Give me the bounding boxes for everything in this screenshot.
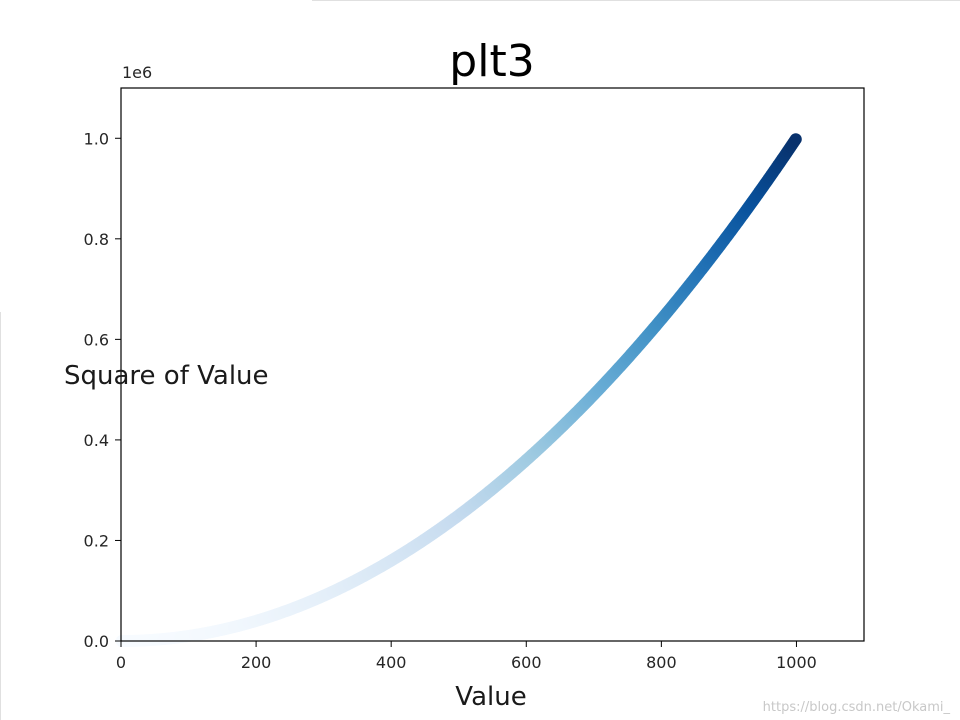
y-offset-label: 1e6 xyxy=(122,63,152,82)
x-axis-label: Value xyxy=(455,682,526,712)
y-tick-label: 0.4 xyxy=(84,431,109,450)
x-tick-label: 800 xyxy=(646,653,677,672)
data-point xyxy=(789,133,802,146)
x-axis: 0 200 400 600 800 1000 xyxy=(116,641,817,672)
y-axis: 0.0 0.2 0.4 0.6 0.8 1.0 xyxy=(84,129,121,651)
watermark: https://blog.csdn.net/Okami_ xyxy=(763,700,951,715)
y-tick-label: 0.0 xyxy=(84,632,109,651)
x-tick-label: 400 xyxy=(376,653,407,672)
x-tick-label: 600 xyxy=(511,653,542,672)
scatter-points xyxy=(115,133,802,647)
y-axis-label: Square of Value xyxy=(64,361,269,391)
x-tick-label: 1000 xyxy=(776,653,817,672)
plot-frame xyxy=(120,87,865,642)
chart-title: plt3 xyxy=(449,36,534,87)
y-tick-label: 1.0 xyxy=(84,129,109,148)
y-tick-label: 0.6 xyxy=(84,330,109,349)
y-tick-label: 0.8 xyxy=(84,230,109,249)
x-tick-label: 0 xyxy=(116,653,126,672)
y-tick-label: 0.2 xyxy=(84,531,109,550)
x-tick-label: 200 xyxy=(241,653,272,672)
